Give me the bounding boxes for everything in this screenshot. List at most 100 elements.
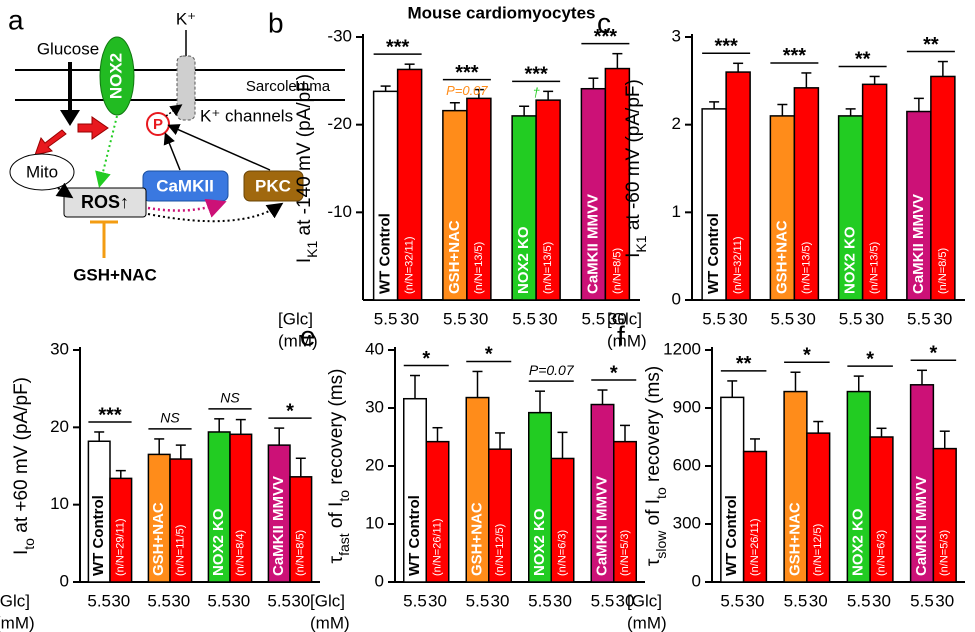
y-tick-label: 0 <box>672 289 681 308</box>
x-tick-label: 30 <box>291 591 310 610</box>
x-tick-label: 5.5 <box>591 591 615 610</box>
group-label: NOX2 KO <box>531 508 548 576</box>
x-axis-label: (mM) <box>278 331 318 350</box>
y-label-part: recovery (ms) <box>643 366 664 487</box>
x-tick-label: 5.5 <box>910 591 934 610</box>
group-label: CaMKII MMVV <box>913 476 930 576</box>
y-tick-label: 10 <box>50 494 69 513</box>
x-tick-label: 5.5 <box>267 591 291 610</box>
significance: *** <box>524 64 548 86</box>
k-channels-label: K⁺ channels <box>200 106 293 125</box>
y-label-part: of I <box>326 502 347 534</box>
y-tick-label: -20 <box>327 114 352 133</box>
chart-panel: e 0 10 20 30 40 τfast of Ito recovery (ms) [Glc… <box>300 320 645 632</box>
group-label: WT Control <box>406 495 423 576</box>
x-axis-label: (mM) <box>627 613 667 632</box>
y-label-part: K1 <box>304 241 320 258</box>
nox2-label: NOX2 <box>106 53 125 99</box>
sample-label: (n/N=8/5) <box>937 248 949 294</box>
x-tick-label: 30 <box>553 591 572 610</box>
x-tick-label: 30 <box>865 309 884 328</box>
significance: *** <box>594 26 618 48</box>
dotted-arrow <box>95 115 118 188</box>
x-axis-label: (mM) <box>310 613 350 632</box>
y-label-part: at -60 mV (pA/pF) <box>623 79 644 235</box>
sample-label: (n/N=8/4) <box>235 530 247 576</box>
arrow <box>167 124 271 171</box>
red-arrow <box>34 129 67 156</box>
mito-shape <box>9 153 75 191</box>
x-tick-label: 30 <box>872 591 891 610</box>
arrowhead <box>60 110 80 126</box>
k-ion-label: K⁺ <box>176 9 196 28</box>
significance: NS <box>160 410 180 426</box>
pkc-label: PKC <box>255 176 291 195</box>
significance: *** <box>455 62 479 84</box>
x-tick-label: 5.5 <box>784 591 808 610</box>
y-label-part: τ <box>643 558 664 566</box>
sample-label: (n/N=8/5) <box>295 530 307 576</box>
group-label: GSH+NAC <box>446 220 463 294</box>
x-axis-label: [Glc] <box>607 309 642 328</box>
camkii-label: CaMKII <box>156 176 214 195</box>
x-tick-label: 30 <box>935 591 954 610</box>
group-label: GSH+NAC <box>773 220 790 294</box>
significance: * <box>866 348 874 370</box>
significance: ** <box>736 353 752 375</box>
k-channel <box>176 55 196 121</box>
note: † <box>533 85 541 100</box>
y-label-part: to <box>653 487 669 499</box>
group-label: CaMKII MMVV <box>910 194 927 294</box>
y-tick-label: 1 <box>672 202 681 221</box>
chart-panel: b Mouse cardiomyocytes -10 -20 -30 IK1 at -14… <box>268 3 640 350</box>
x-tick-label: 5.5 <box>147 591 171 610</box>
panel-letter: c <box>597 7 611 38</box>
y-axis-label: Ito at +60 mV (pA/pF) <box>11 377 37 555</box>
bar <box>906 110 932 301</box>
group-label: NOX2 KO <box>210 508 227 576</box>
y-tick-label: 30 <box>365 397 384 416</box>
y-tick-label: 3 <box>672 26 681 45</box>
sample-label: (n/N=32/11) <box>732 236 744 294</box>
sample-label: (n/N=11/5) <box>175 525 187 576</box>
ros-box <box>63 187 147 218</box>
significance: * <box>286 400 294 422</box>
x-axis-label: [Glc] <box>278 309 313 328</box>
x-tick-label: 30 <box>809 591 828 610</box>
x-tick-label: 5.5 <box>720 591 744 610</box>
y-tick-label: 10 <box>365 513 384 532</box>
x-tick-label: 30 <box>171 591 190 610</box>
x-axis-label: [Glc] <box>310 591 345 610</box>
panel-letter: f <box>617 320 625 351</box>
x-tick-label: 5.5 <box>839 309 863 328</box>
x-tick-label: 30 <box>729 309 748 328</box>
bar <box>930 75 956 301</box>
x-tick-label: 30 <box>616 591 635 610</box>
y-tick-label: 20 <box>50 417 69 436</box>
x-axis-label: (mM) <box>607 331 647 350</box>
sample-label: (n/N=13/5) <box>869 242 881 294</box>
y-label-part: K1 <box>633 235 649 252</box>
bar <box>580 87 607 301</box>
significance: *** <box>386 36 410 58</box>
x-tick-label: 30 <box>797 309 816 328</box>
group-label: WT Control <box>90 495 107 576</box>
y-axis-label: τfast of Ito recovery (ms) <box>326 369 352 564</box>
x-tick-label: 5.5 <box>771 309 795 328</box>
x-tick-label: 30 <box>539 309 558 328</box>
dotted-arrow <box>165 104 183 117</box>
glucose-label: Glucose <box>37 39 99 58</box>
y-tick-label: 40 <box>365 339 384 358</box>
group-label: GSH+NAC <box>150 502 167 576</box>
group-label: CaMKII MMVV <box>270 476 287 576</box>
significance: *** <box>98 404 122 426</box>
x-tick-label: 5.5 <box>403 591 427 610</box>
group-label: WT Control <box>377 213 394 294</box>
y-tick-label: 300 <box>673 513 701 532</box>
x-tick-label: 30 <box>231 591 250 610</box>
red-arrow <box>77 116 109 140</box>
y-tick-label: -30 <box>327 26 352 45</box>
y-label-part: recovery (ms) <box>326 369 347 490</box>
y-label-part: to <box>336 490 352 502</box>
